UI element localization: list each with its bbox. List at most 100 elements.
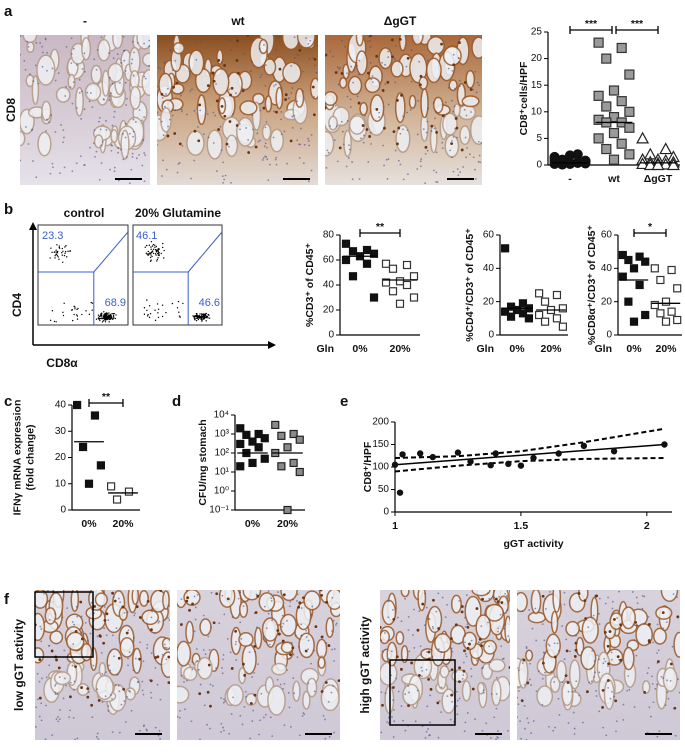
stained-cell bbox=[583, 599, 587, 603]
nucleus bbox=[451, 69, 454, 72]
stained-cell bbox=[398, 37, 402, 41]
x-axis-label: gGT activity bbox=[503, 538, 563, 550]
nucleus bbox=[259, 109, 262, 112]
nucleus bbox=[54, 613, 57, 615]
nucleus bbox=[297, 41, 300, 44]
nucleus bbox=[239, 591, 242, 594]
nucleus bbox=[275, 156, 278, 159]
nucleus bbox=[142, 139, 145, 141]
nucleus bbox=[567, 722, 570, 724]
nucleus bbox=[20, 35, 22, 37]
gland bbox=[302, 690, 311, 710]
stained-cell bbox=[375, 54, 379, 58]
nucleus bbox=[277, 591, 279, 593]
nucleus bbox=[132, 636, 135, 639]
nucleus bbox=[186, 679, 188, 682]
nucleus bbox=[517, 703, 520, 706]
gland bbox=[269, 128, 285, 153]
event bbox=[160, 252, 162, 255]
nucleus bbox=[636, 623, 638, 626]
nucleus bbox=[131, 152, 134, 155]
nucleus bbox=[86, 639, 89, 642]
nucleus bbox=[156, 683, 159, 686]
nucleus bbox=[426, 651, 428, 653]
nucleus bbox=[262, 157, 265, 159]
nucleus bbox=[402, 719, 404, 722]
nucleus bbox=[434, 117, 436, 120]
nucleus bbox=[525, 646, 528, 648]
nucleus bbox=[169, 48, 172, 51]
nucleus bbox=[280, 111, 283, 113]
nucleus bbox=[84, 70, 86, 73]
event bbox=[97, 317, 100, 319]
nucleus bbox=[641, 595, 644, 597]
nucleus bbox=[55, 683, 57, 685]
gland bbox=[316, 638, 328, 659]
nucleus bbox=[312, 57, 315, 59]
gland bbox=[536, 685, 554, 708]
nucleus bbox=[465, 156, 467, 159]
nucleus bbox=[331, 630, 333, 632]
nucleus bbox=[229, 651, 232, 654]
nucleus bbox=[52, 166, 54, 169]
nucleus bbox=[143, 116, 146, 119]
nucleus bbox=[289, 600, 292, 603]
nucleus bbox=[158, 620, 161, 623]
nucleus bbox=[134, 657, 137, 660]
nucleus bbox=[610, 658, 613, 661]
nucleus bbox=[195, 58, 198, 61]
nucleus bbox=[456, 699, 459, 702]
stained-cell bbox=[138, 657, 142, 661]
nucleus bbox=[41, 45, 44, 48]
nucleus bbox=[195, 648, 198, 650]
nucleus bbox=[370, 78, 373, 81]
nucleus bbox=[563, 591, 566, 594]
nucleus bbox=[299, 143, 302, 146]
nucleus bbox=[387, 600, 390, 603]
nucleus bbox=[95, 150, 98, 153]
nucleus bbox=[344, 45, 346, 48]
nucleus bbox=[81, 68, 84, 70]
nucleus bbox=[462, 661, 465, 664]
point bbox=[96, 461, 106, 470]
event bbox=[74, 308, 76, 310]
x-tick-label: 0% bbox=[509, 343, 525, 355]
event bbox=[50, 247, 52, 249]
event bbox=[102, 317, 104, 320]
nucleus bbox=[308, 57, 311, 60]
nucleus bbox=[40, 719, 43, 722]
nucleus bbox=[517, 690, 520, 692]
event bbox=[73, 305, 75, 307]
nucleus bbox=[150, 652, 153, 655]
nucleus bbox=[76, 107, 78, 109]
nucleus bbox=[61, 616, 64, 619]
stained-cell bbox=[585, 690, 589, 694]
nucleus bbox=[108, 76, 111, 79]
nucleus bbox=[230, 713, 233, 715]
nucleus bbox=[517, 716, 519, 719]
nucleus bbox=[130, 168, 133, 171]
point bbox=[402, 280, 412, 290]
point bbox=[341, 239, 351, 248]
nucleus bbox=[123, 700, 126, 702]
nucleus bbox=[383, 164, 385, 167]
sig-label: * bbox=[648, 221, 653, 233]
nucleus bbox=[123, 612, 126, 614]
nucleus bbox=[647, 616, 650, 618]
gland bbox=[433, 633, 452, 653]
stained-cell bbox=[125, 631, 129, 635]
gland bbox=[186, 130, 205, 156]
stained-cell bbox=[230, 86, 234, 90]
nucleus bbox=[426, 705, 429, 708]
nucleus bbox=[349, 98, 352, 101]
y-tick-label: 0 bbox=[60, 505, 66, 516]
nucleus bbox=[479, 161, 482, 164]
event bbox=[111, 313, 113, 315]
nucleus bbox=[350, 65, 353, 68]
event bbox=[109, 318, 111, 320]
nucleus bbox=[38, 715, 41, 718]
stained-cell bbox=[647, 639, 651, 642]
stained-cell bbox=[584, 617, 588, 620]
gland bbox=[400, 590, 410, 598]
gland bbox=[261, 617, 279, 642]
